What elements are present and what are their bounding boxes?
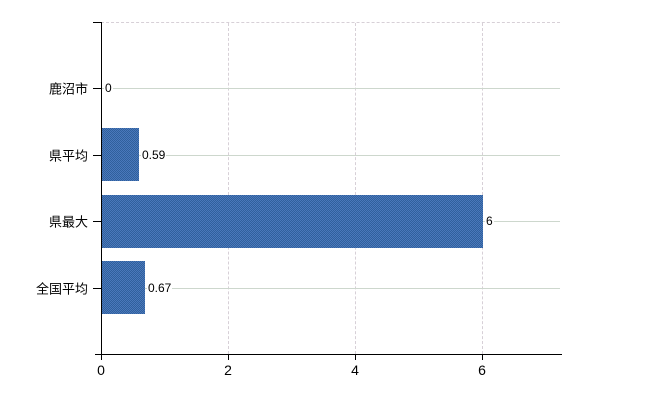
bar-value-label-3: 6 — [485, 214, 494, 228]
bar-3 — [102, 195, 483, 248]
category-label-3: 県最大 — [48, 214, 88, 230]
y-axis — [101, 22, 102, 354]
category-label-4: 全国平均 — [35, 281, 88, 297]
x-axis-tick — [355, 354, 356, 360]
bar-value-label-1: 0 — [104, 81, 113, 95]
x-tick-label-2: 2 — [224, 362, 232, 378]
x-axis-tick — [228, 354, 229, 360]
plot-area-top-border — [101, 22, 560, 23]
horizontal-gridline — [102, 155, 560, 156]
vertical-gridline — [482, 23, 483, 354]
y-axis-tick — [93, 88, 101, 89]
x-tick-label-0: 0 — [97, 362, 105, 378]
x-tick-label-6: 6 — [478, 362, 486, 378]
vertical-gridline — [228, 23, 229, 354]
bar-2 — [102, 128, 139, 181]
x-axis-tick — [101, 354, 102, 360]
vertical-gridline — [355, 23, 356, 354]
horizontal-gridline — [102, 88, 560, 89]
y-axis-top-tick — [93, 22, 101, 23]
category-label-2: 県平均 — [48, 148, 88, 164]
x-axis-tick — [482, 354, 483, 360]
bar-value-label-2: 0.59 — [141, 148, 167, 162]
horizontal-gridline — [102, 288, 560, 289]
y-axis-tick — [93, 221, 101, 222]
bar-value-label-4: 0.67 — [147, 281, 173, 295]
y-axis-tick — [93, 155, 101, 156]
y-axis-tick — [93, 288, 101, 289]
bar-4 — [102, 261, 145, 314]
x-tick-label-4: 4 — [351, 362, 359, 378]
category-label-1: 鹿沼市 — [48, 81, 88, 97]
x-axis — [95, 354, 562, 355]
